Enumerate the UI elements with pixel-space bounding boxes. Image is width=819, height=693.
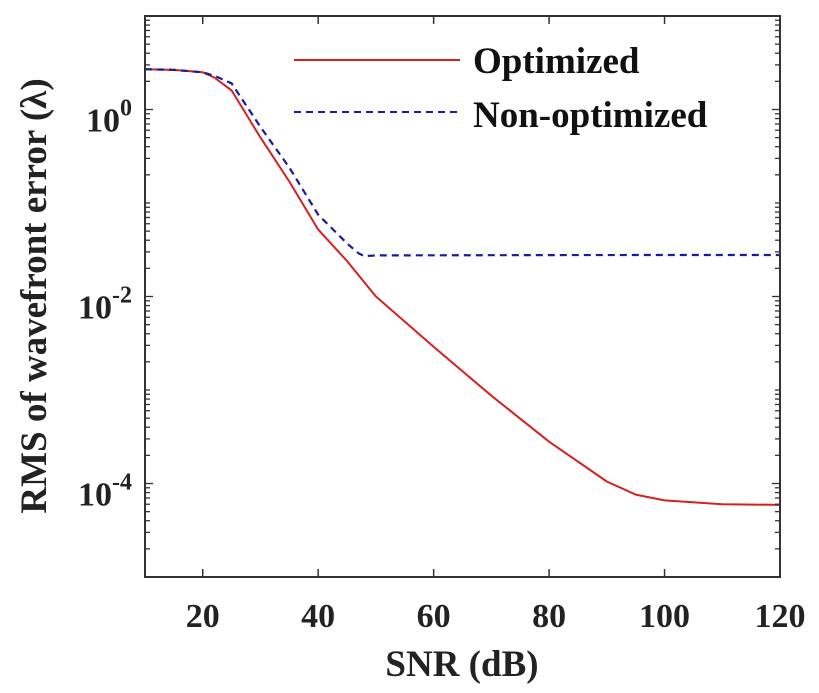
x-tick-labels: 20 40 60 80 100 120 [186,598,806,635]
y-tick-base: 10 [86,103,120,140]
plot-area [145,16,780,577]
y-axis-title: RMS of wavefront error (λ) [14,78,55,513]
y-tick-exponent: -4 [112,470,132,496]
x-tick-label: 80 [532,598,566,635]
legend: Optimized Non-optimized [294,41,708,136]
y-tick-base: 10 [78,477,112,514]
x-tick-label: 100 [639,598,690,635]
y-tick-label: 10-4 [78,470,132,514]
x-tick-label: 60 [417,598,451,635]
y-tick-labels: 100 10-2 10-4 [78,96,132,514]
y-tick-exponent: -2 [112,283,132,309]
y-tick-base: 10 [78,290,112,327]
axes [144,15,781,578]
legend-label-non-optimized: Non-optimized [473,95,708,136]
x-tick-label: 120 [755,598,806,635]
series-line-non-optimized [144,68,780,258]
y-tick-label: 10-2 [78,283,132,327]
x-tick-label: 40 [301,598,335,635]
y-tick-exponent: 0 [120,96,132,122]
x-tick-label: 20 [186,598,220,635]
x-axis-title: SNR (dB) [385,644,538,685]
series-line-optimized [144,68,781,506]
plot-background [145,16,780,577]
legend-label-optimized: Optimized [473,41,640,82]
series-group [144,68,781,506]
y-tick-label: 100 [86,96,132,140]
